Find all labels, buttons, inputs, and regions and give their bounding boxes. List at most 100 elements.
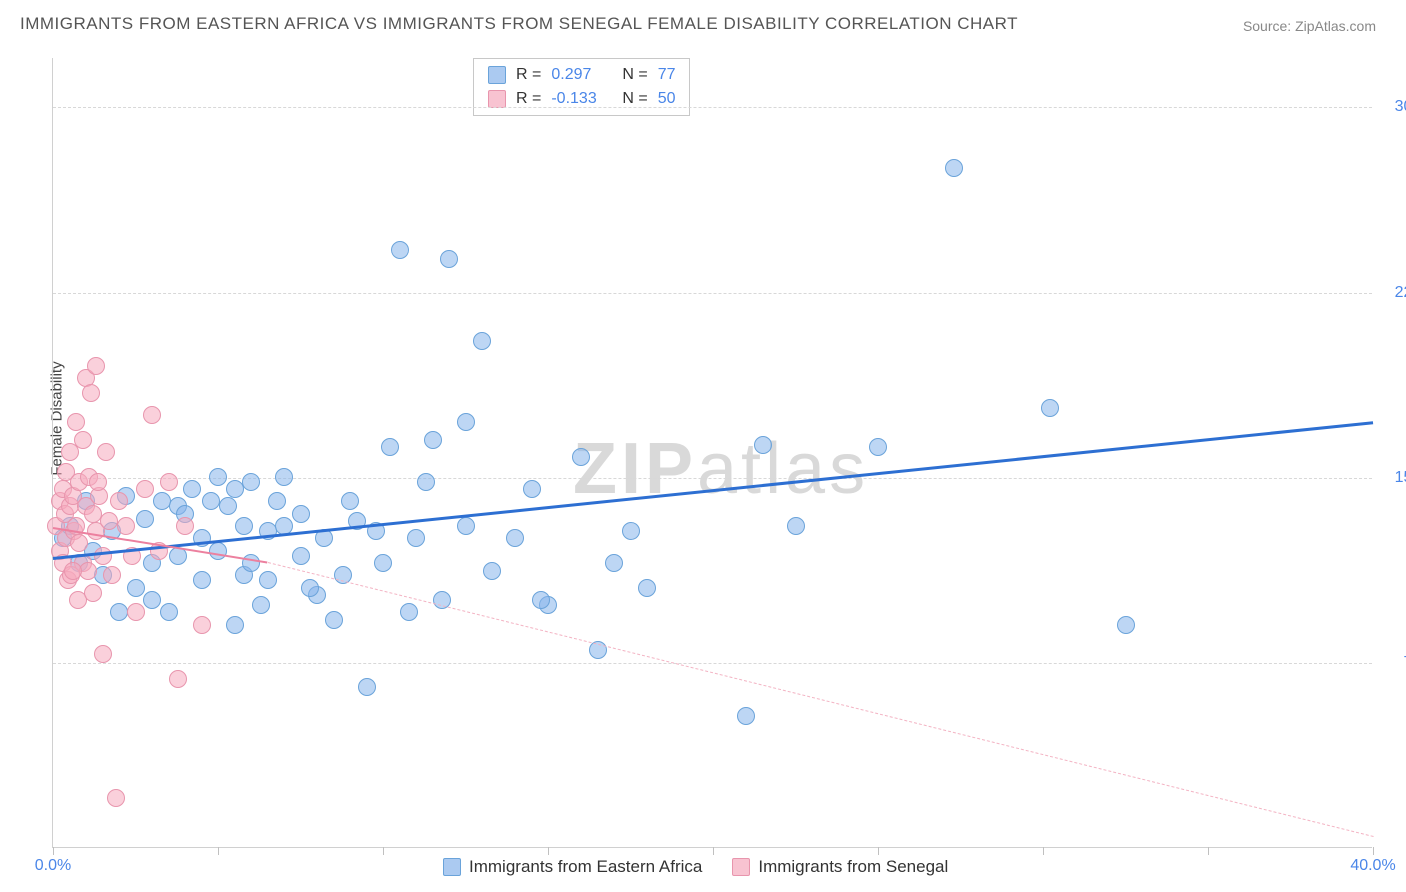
watermark: ZIPatlas	[573, 428, 869, 510]
x-tick-label: 40.0%	[1350, 857, 1395, 875]
marker-senegal	[94, 645, 112, 663]
x-tick	[713, 847, 714, 855]
marker-eastern-africa	[268, 492, 286, 510]
marker-senegal	[74, 431, 92, 449]
marker-eastern-africa	[381, 438, 399, 456]
marker-eastern-africa	[242, 473, 260, 491]
marker-eastern-africa	[1117, 616, 1135, 634]
marker-eastern-africa	[202, 492, 220, 510]
marker-senegal	[160, 473, 178, 491]
x-tick	[383, 847, 384, 855]
marker-senegal	[84, 505, 102, 523]
marker-eastern-africa	[737, 707, 755, 725]
x-tick	[1373, 847, 1374, 855]
r-label: R =	[516, 90, 541, 108]
marker-eastern-africa	[183, 480, 201, 498]
y-tick-label: 15.0%	[1380, 469, 1406, 487]
marker-eastern-africa	[226, 616, 244, 634]
marker-eastern-africa	[572, 448, 590, 466]
marker-senegal	[127, 603, 145, 621]
marker-senegal	[89, 473, 107, 491]
marker-senegal	[87, 357, 105, 375]
marker-senegal	[169, 670, 187, 688]
marker-eastern-africa	[407, 529, 425, 547]
marker-eastern-africa	[219, 497, 237, 515]
trend-line	[267, 562, 1373, 837]
marker-eastern-africa	[136, 510, 154, 528]
marker-eastern-africa	[275, 468, 293, 486]
marker-senegal	[100, 512, 118, 530]
marker-eastern-africa	[292, 547, 310, 565]
marker-eastern-africa	[869, 438, 887, 456]
marker-senegal	[110, 492, 128, 510]
marker-senegal	[136, 480, 154, 498]
marker-senegal	[143, 406, 161, 424]
marker-senegal	[64, 562, 82, 580]
x-tick	[1208, 847, 1209, 855]
marker-eastern-africa	[457, 517, 475, 535]
marker-eastern-africa	[417, 473, 435, 491]
marker-eastern-africa	[160, 603, 178, 621]
marker-senegal	[84, 584, 102, 602]
marker-senegal	[193, 616, 211, 634]
gridline	[53, 663, 1372, 664]
marker-senegal	[176, 517, 194, 535]
marker-eastern-africa	[193, 571, 211, 589]
source-label: Source: ZipAtlas.com	[1243, 18, 1376, 34]
marker-eastern-africa	[259, 571, 277, 589]
marker-eastern-africa	[457, 413, 475, 431]
x-tick	[1043, 847, 1044, 855]
marker-senegal	[107, 789, 125, 807]
legend-label: Immigrants from Eastern Africa	[469, 857, 702, 877]
r-value: 0.297	[551, 66, 606, 84]
marker-senegal	[70, 534, 88, 552]
marker-eastern-africa	[440, 250, 458, 268]
marker-eastern-africa	[483, 562, 501, 580]
marker-eastern-africa	[424, 431, 442, 449]
marker-eastern-africa	[638, 579, 656, 597]
marker-senegal	[67, 413, 85, 431]
marker-eastern-africa	[235, 517, 253, 535]
marker-senegal	[103, 566, 121, 584]
r-label: R =	[516, 66, 541, 84]
legend-series: Immigrants from Eastern Africa Immigrants…	[443, 857, 948, 877]
marker-eastern-africa	[226, 480, 244, 498]
marker-eastern-africa	[391, 241, 409, 259]
legend-swatch	[732, 858, 750, 876]
n-value: 77	[658, 66, 676, 84]
x-tick	[218, 847, 219, 855]
marker-eastern-africa	[532, 591, 550, 609]
marker-eastern-africa	[252, 596, 270, 614]
marker-eastern-africa	[209, 542, 227, 560]
legend-label: Immigrants from Senegal	[758, 857, 948, 877]
marker-eastern-africa	[1041, 399, 1059, 417]
marker-eastern-africa	[523, 480, 541, 498]
marker-senegal	[82, 384, 100, 402]
marker-eastern-africa	[473, 332, 491, 350]
marker-eastern-africa	[754, 436, 772, 454]
n-label: N =	[622, 90, 647, 108]
y-tick-label: 30.0%	[1380, 98, 1406, 116]
marker-eastern-africa	[945, 159, 963, 177]
marker-senegal	[117, 517, 135, 535]
marker-eastern-africa	[301, 579, 319, 597]
chart-title: IMMIGRANTS FROM EASTERN AFRICA VS IMMIGR…	[20, 14, 1018, 34]
x-tick	[548, 847, 549, 855]
marker-eastern-africa	[127, 579, 145, 597]
x-tick	[878, 847, 879, 855]
x-tick-label: 0.0%	[35, 857, 71, 875]
marker-eastern-africa	[400, 603, 418, 621]
marker-senegal	[94, 547, 112, 565]
marker-eastern-africa	[605, 554, 623, 572]
gridline	[53, 293, 1372, 294]
marker-eastern-africa	[110, 603, 128, 621]
y-tick-label: 22.5%	[1380, 284, 1406, 302]
n-label: N =	[622, 66, 647, 84]
marker-eastern-africa	[209, 468, 227, 486]
marker-senegal	[97, 443, 115, 461]
marker-eastern-africa	[622, 522, 640, 540]
marker-eastern-africa	[787, 517, 805, 535]
legend-row: R = 0.297 N = 77	[488, 63, 675, 87]
marker-eastern-africa	[506, 529, 524, 547]
legend-swatch	[488, 90, 506, 108]
